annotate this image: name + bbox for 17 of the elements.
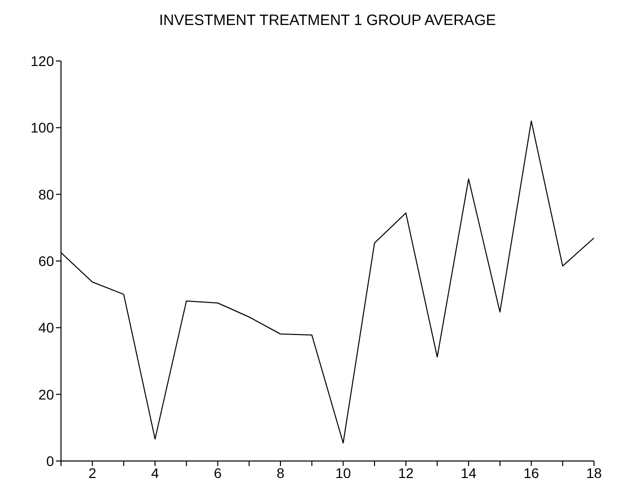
x-tick-label: 6 [214,464,222,481]
x-tick-label: 8 [276,464,285,481]
x-tick-label: 12 [398,464,414,481]
y-tick-label: 40 [38,320,54,336]
y-tick-label: 120 [30,52,54,69]
y-tick-label: 100 [30,120,54,136]
chart-title: INVESTMENT TREATMENT 1 GROUP AVERAGE [158,12,497,29]
y-tick-label: 20 [38,386,54,402]
x-tick-label: 4 [151,464,160,481]
x-tick-label: 14 [460,464,477,481]
x-tick-label: 18 [586,464,602,481]
y-tick-label: 0 [46,452,54,469]
y-tick-label: 80 [38,186,54,202]
y-tick-label: 60 [38,252,54,269]
x-tick-label: 16 [524,464,540,481]
x-tick-label: 10 [335,464,352,481]
x-tick-label: 2 [88,464,96,481]
